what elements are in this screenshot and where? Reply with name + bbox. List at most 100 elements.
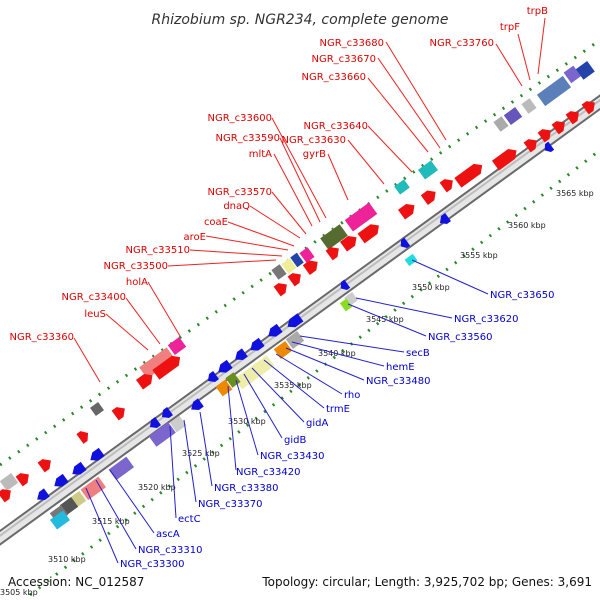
gene-label-NGR_c33300[interactable]: NGR_c33300: [120, 559, 185, 570]
gene-label-NGR_c33760[interactable]: NGR_c33760: [430, 38, 495, 49]
gene-arrow: [287, 313, 304, 328]
gene-arrows: [0, 101, 595, 503]
gene-label-NGR_c33510[interactable]: NGR_c33510: [126, 245, 191, 256]
gene-label-aroE[interactable]: aroE: [184, 232, 206, 243]
gene-label-trpB[interactable]: trpB: [527, 6, 548, 17]
callout-line: [273, 153, 313, 227]
gene-label-mltA[interactable]: mltA: [249, 149, 272, 160]
gene-label-trpF[interactable]: trpF: [500, 22, 520, 33]
gene-block: [80, 476, 107, 501]
gene-arrow: [357, 224, 379, 244]
gene-arrow: [325, 247, 339, 261]
kbp-tick-label: 3510 kbp: [48, 555, 86, 564]
forward-genes: [0, 61, 595, 491]
gene-arrow: [161, 407, 173, 419]
callout-line: [105, 313, 149, 351]
kbp-tick-label: 3550 kbp: [412, 283, 450, 292]
gene-label-ascA[interactable]: ascA: [156, 529, 180, 540]
gene-block: [234, 355, 275, 390]
gene-label-leuS[interactable]: leuS: [84, 309, 106, 320]
gene-block: [536, 75, 572, 107]
callout-line: [271, 191, 307, 235]
gene-arrow: [454, 163, 483, 188]
gene-label-gyrB[interactable]: gyrB: [303, 149, 326, 160]
gene-label-rho[interactable]: rho: [344, 390, 360, 401]
callout-line: [167, 259, 277, 267]
gene-label-NGR_c33420[interactable]: NGR_c33420: [236, 467, 301, 478]
gene-label-coaE[interactable]: coaE: [204, 217, 228, 228]
gene-arrow: [37, 488, 50, 501]
gene-block: [167, 337, 187, 355]
gene-block: [344, 202, 378, 232]
callout-line: [347, 303, 427, 337]
gene-label-NGR_c33370[interactable]: NGR_c33370: [198, 499, 263, 510]
reverse-outer-guide: [29, 148, 600, 597]
gene-label-NGR_c33400[interactable]: NGR_c33400: [62, 292, 127, 303]
gene-label-NGR_c33660[interactable]: NGR_c33660: [302, 72, 367, 83]
gene-label-gidB[interactable]: gidB: [284, 435, 306, 446]
callout-line: [235, 379, 259, 456]
gene-block: [575, 61, 595, 80]
gene-block: [273, 341, 293, 359]
gene-arrow: [544, 141, 555, 153]
callout-line: [95, 479, 137, 550]
callout-line: [263, 359, 325, 409]
gene-arrow: [400, 237, 411, 249]
gene-label-NGR_c33640[interactable]: NGR_c33640: [304, 121, 369, 132]
gene-label-NGR_c33560[interactable]: NGR_c33560: [428, 332, 493, 343]
callout-line: [251, 367, 305, 423]
gene-block: [320, 224, 348, 250]
gene-block: [521, 98, 537, 114]
gene-label-NGR_c33360[interactable]: NGR_c33360: [10, 332, 75, 343]
callout-line: [537, 17, 546, 75]
gene-label-secB[interactable]: secB: [406, 348, 430, 359]
gene-label-NGR_c33310[interactable]: NGR_c33310: [138, 545, 203, 556]
map-title: Rhizobium sp. NGR234, complete genome: [152, 12, 449, 28]
gene-label-gidA[interactable]: gidA: [306, 418, 328, 429]
gene-label-NGR_c33570[interactable]: NGR_c33570: [208, 187, 273, 198]
gene-label-NGR_c33630[interactable]: NGR_c33630: [282, 135, 347, 146]
callout-line: [355, 297, 453, 319]
gene-label-NGR_c33500[interactable]: NGR_c33500: [104, 261, 169, 272]
gene-block: [563, 65, 581, 84]
gene-block: [290, 252, 304, 268]
gene-label-NGR_c33590[interactable]: NGR_c33590: [216, 133, 281, 144]
callout-line: [517, 33, 531, 81]
gene-arrow: [523, 139, 537, 153]
gene-arrow: [340, 279, 351, 291]
gene-label-NGR_c33680[interactable]: NGR_c33680: [320, 38, 385, 49]
gene-block: [404, 253, 418, 267]
gene-arrow: [37, 459, 51, 473]
gene-arrow: [152, 355, 181, 380]
callout-line: [271, 117, 327, 219]
callout-line: [299, 335, 405, 353]
gene-block: [169, 415, 187, 433]
callout-line: [411, 259, 489, 295]
gene-label-NGR_c33380[interactable]: NGR_c33380: [214, 483, 279, 494]
gene-label-NGR_c33600[interactable]: NGR_c33600: [208, 113, 273, 124]
gene-label-NGR_c33650[interactable]: NGR_c33650: [490, 290, 555, 301]
gene-label-NGR_c33430[interactable]: NGR_c33430: [260, 451, 325, 462]
callout-line: [385, 41, 447, 141]
callout-line: [227, 385, 237, 471]
callout-line: [169, 425, 177, 519]
gene-arrow: [111, 407, 125, 421]
gene-label-dnaQ[interactable]: dnaQ: [223, 201, 250, 212]
gene-label-NGR_c33670[interactable]: NGR_c33670: [312, 54, 377, 65]
callout-line: [327, 153, 349, 201]
gene-arrow: [218, 359, 233, 373]
gene-label-NGR_c33620[interactable]: NGR_c33620: [454, 314, 519, 325]
gene-arrow: [72, 461, 87, 475]
gene-label-NGR_c33480[interactable]: NGR_c33480: [366, 376, 431, 387]
callout-line: [279, 137, 321, 223]
gene-arrow: [439, 179, 453, 193]
kbp-tick-label: 3565 kbp: [556, 189, 594, 198]
gene-label-ectC[interactable]: ectC: [178, 514, 201, 525]
callout-line: [495, 43, 523, 87]
accession-text: Accession: NC_012587: [8, 575, 144, 589]
gene-label-trmE[interactable]: trmE: [326, 404, 350, 415]
gene-label-holA[interactable]: holA: [126, 277, 148, 288]
forward-outer-guide: [0, 38, 600, 467]
gene-label-hemE[interactable]: hemE: [386, 362, 415, 373]
